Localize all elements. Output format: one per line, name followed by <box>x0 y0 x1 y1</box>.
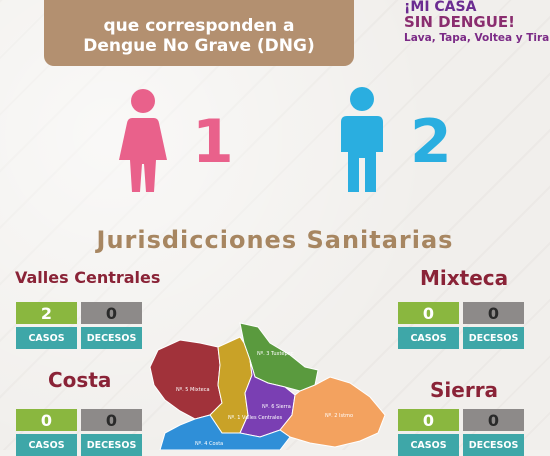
campaign-slogan: Lava, Tapa, Voltea y Tira <box>404 32 550 44</box>
campaign-logo: ¡MI CASA SIN DENGUE! Lava, Tapa, Voltea … <box>404 0 550 44</box>
map-label-mixteca: Nº. 5 Mixteca <box>176 387 210 393</box>
region-title-costa: Costa <box>48 368 112 392</box>
stats-sierra: 0 0 CASOS DECESOS <box>398 409 524 456</box>
region-title-valles-centrales: Valles Centrales <box>15 268 161 287</box>
female-case-count: 1 <box>192 107 234 177</box>
decesos-value: 0 <box>463 409 524 431</box>
banner-line-1: que corresponden a <box>103 16 295 36</box>
decesos-value: 0 <box>81 302 142 324</box>
map-region-costa <box>159 414 291 450</box>
decesos-value: 0 <box>463 302 524 324</box>
decesos-label: DECESOS <box>81 434 142 456</box>
region-title-mixteca: Mixteca <box>420 266 509 290</box>
casos-label: CASOS <box>16 434 77 456</box>
casos-value: 0 <box>398 409 459 431</box>
female-person-icon <box>119 89 167 192</box>
map-region-mixteca <box>149 339 223 420</box>
jurisdictions-map: Nº. 3 Tuxtepec Nº. 5 Mixteca Nº. 1 Valle… <box>149 322 386 450</box>
male-case-count: 2 <box>410 107 452 177</box>
campaign-logo-line-1: ¡MI CASA <box>404 0 477 15</box>
male-person-icon <box>341 87 383 192</box>
banner-line-2: Dengue No Grave (DNG) <box>83 36 315 56</box>
casos-label: CASOS <box>398 327 459 349</box>
stats-costa: 0 0 CASOS DECESOS <box>16 409 142 456</box>
casos-value: 0 <box>16 409 77 431</box>
map-label-istmo: Nº. 2 Istmo <box>325 413 353 419</box>
decesos-label: DECESOS <box>81 327 142 349</box>
section-title: Jurisdicciones Sanitarias <box>96 226 454 254</box>
casos-label: CASOS <box>398 434 459 456</box>
casos-label: CASOS <box>16 327 77 349</box>
decesos-label: DECESOS <box>463 434 524 456</box>
map-label-sierra: Nº. 6 Sierra <box>262 404 291 410</box>
decesos-label: DECESOS <box>463 327 524 349</box>
map-label-tuxtepec: Nº. 3 Tuxtepec <box>257 351 294 357</box>
stats-mixteca: 0 0 CASOS DECESOS <box>398 302 524 349</box>
casos-value: 0 <box>398 302 459 324</box>
region-title-sierra: Sierra <box>430 378 499 402</box>
decesos-value: 0 <box>81 409 142 431</box>
map-label-costa: Nº. 4 Costa <box>195 441 223 447</box>
header-banner: que corresponden a Dengue No Grave (DNG) <box>44 0 354 66</box>
stats-valles-centrales: 2 0 CASOS DECESOS <box>16 302 142 349</box>
casos-value: 2 <box>16 302 77 324</box>
campaign-logo-line-2: SIN DENGUE! <box>404 13 515 31</box>
map-label-valles: Nº. 1 Valles Centrales <box>228 415 282 421</box>
